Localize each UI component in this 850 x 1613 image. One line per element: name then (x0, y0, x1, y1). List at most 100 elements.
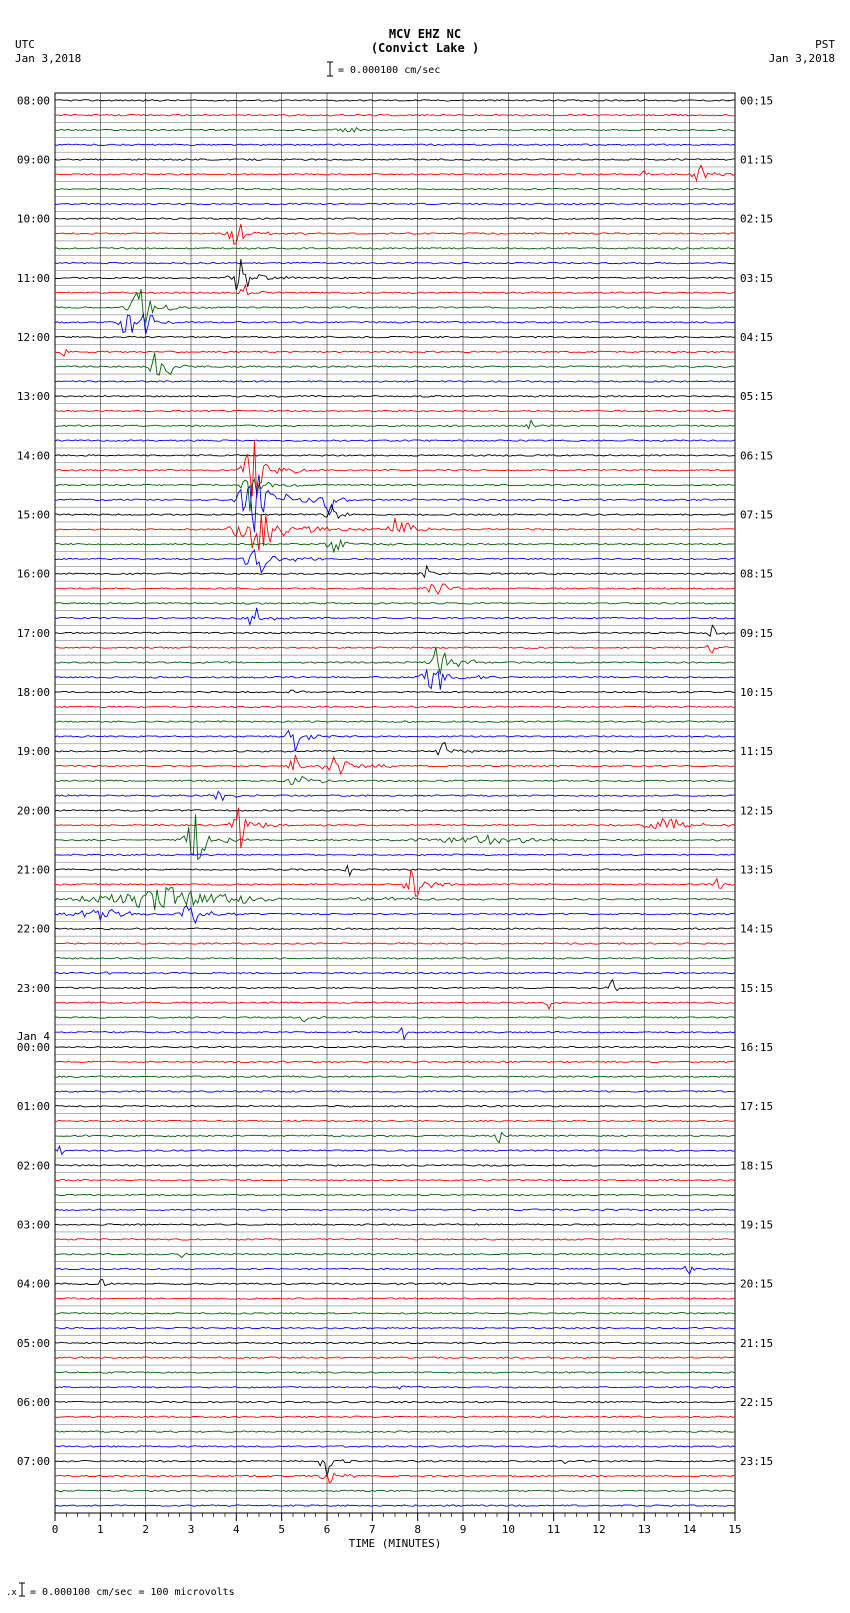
station-code: MCV EHZ NC (389, 27, 461, 41)
utc-date: Jan 3,2018 (15, 52, 81, 65)
pst-hour-label: 17:15 (740, 1100, 773, 1113)
seismic-trace (55, 608, 735, 625)
seismic-trace (55, 1239, 735, 1241)
seismic-trace (55, 647, 735, 675)
seismic-trace (55, 1194, 735, 1196)
utc-hour-label: 18:00 (17, 686, 50, 699)
x-tick-label: 15 (728, 1523, 741, 1536)
pst-hour-label: 12:15 (740, 804, 773, 817)
seismic-trace (55, 625, 735, 636)
seismic-trace (55, 1473, 735, 1482)
x-tick-label: 9 (460, 1523, 467, 1536)
seismic-trace (55, 1076, 735, 1078)
seismic-trace (55, 203, 735, 205)
seismic-trace (55, 440, 735, 442)
x-tick-label: 5 (278, 1523, 285, 1536)
seismic-trace (55, 1357, 735, 1359)
seismic-trace (55, 943, 735, 945)
seismic-trace (55, 1266, 735, 1274)
utc-hour-label: 17:00 (17, 627, 50, 640)
seismic-trace (55, 1460, 735, 1477)
utc-hour-label: 02:00 (17, 1159, 50, 1172)
pst-date: Jan 3,2018 (769, 52, 835, 65)
pst-hour-label: 08:15 (740, 568, 773, 581)
seismic-trace (55, 1372, 735, 1374)
seismic-trace (55, 165, 735, 180)
seismic-trace (55, 420, 735, 428)
seismic-trace (55, 1401, 735, 1403)
pst-hour-label: 11:15 (740, 745, 773, 758)
seismic-trace (55, 144, 735, 146)
pst-hour-label: 13:15 (740, 864, 773, 877)
seismic-trace (55, 1120, 735, 1122)
seismic-trace (55, 218, 735, 220)
pst-hour-label: 03:15 (740, 272, 773, 285)
seismic-trace (55, 1505, 735, 1507)
utc-hour-label: 09:00 (17, 154, 50, 167)
seismic-trace (55, 1298, 735, 1300)
footer-scale-note: = 0.000100 cm/sec = 100 microvolts (30, 1587, 235, 1598)
pst-hour-label: 22:15 (740, 1396, 773, 1409)
seismic-trace (55, 1313, 735, 1315)
seismic-trace (55, 248, 735, 250)
seismic-trace (55, 706, 735, 708)
utc-hour-label: 22:00 (17, 923, 50, 936)
seismic-trace (55, 1028, 735, 1039)
utc-hour-label: 04:00 (17, 1278, 50, 1291)
seismic-trace (55, 584, 735, 594)
seismic-trace (55, 1327, 735, 1329)
x-tick-label: 13 (638, 1523, 651, 1536)
seismic-trace (55, 1091, 735, 1093)
x-tick-label: 3 (188, 1523, 195, 1536)
seismic-trace (55, 475, 735, 532)
pst-hour-label: 02:15 (740, 213, 773, 226)
seismic-trace (55, 1253, 735, 1257)
pst-hour-label: 05:15 (740, 390, 773, 403)
utc-hour-label: 12:00 (17, 331, 50, 344)
pst-hour-label: 19:15 (740, 1219, 773, 1232)
seismic-trace (55, 314, 735, 334)
utc-hour-label: 11:00 (17, 272, 50, 285)
utc-hour-label: 03:00 (17, 1219, 50, 1232)
seismic-trace (55, 958, 735, 960)
seismic-trace (55, 603, 735, 605)
seismic-trace (55, 776, 735, 784)
utc-hour-label: 13:00 (17, 390, 50, 403)
utc-hour-label: 00:00 (17, 1041, 50, 1054)
seismic-trace (55, 1046, 735, 1048)
utc-label: UTC (15, 38, 35, 51)
seismic-trace (55, 1017, 735, 1022)
utc-hour-label: 01:00 (17, 1100, 50, 1113)
x-tick-label: 2 (142, 1523, 149, 1536)
seismic-trace (55, 906, 735, 924)
pst-hour-label: 07:15 (740, 509, 773, 522)
seismic-trace (55, 1280, 735, 1286)
seismic-trace (55, 815, 735, 860)
seismic-trace (55, 743, 735, 755)
x-tick-label: 12 (592, 1523, 605, 1536)
seismic-trace (55, 1446, 735, 1448)
seismic-trace (55, 396, 735, 398)
seismic-trace (55, 1061, 735, 1063)
seismic-trace (55, 479, 735, 511)
seismic-trace (55, 353, 735, 375)
x-tick-label: 1 (97, 1523, 104, 1536)
seismic-trace (55, 1146, 735, 1154)
x-axis-label: TIME (MINUTES) (349, 1537, 442, 1550)
seismic-trace (55, 1490, 735, 1492)
seismic-trace (55, 1224, 735, 1226)
pst-hour-label: 14:15 (740, 923, 773, 936)
seismic-trace (55, 854, 735, 856)
x-tick-label: 6 (324, 1523, 331, 1536)
seismic-trace (55, 336, 735, 338)
pst-hour-label: 10:15 (740, 686, 773, 699)
seismic-trace (55, 505, 735, 518)
utc-hour-label: 14:00 (17, 449, 50, 462)
utc-hour-label: 21:00 (17, 864, 50, 877)
seismic-trace (55, 128, 735, 132)
seismic-trace (55, 1180, 735, 1181)
seismogram-svg: MCV EHZ NC(Convict Lake )= 0.000100 cm/s… (0, 0, 850, 1613)
pst-hour-label: 16:15 (740, 1041, 773, 1054)
utc-hour-label: 15:00 (17, 509, 50, 522)
seismic-trace (55, 1431, 735, 1433)
